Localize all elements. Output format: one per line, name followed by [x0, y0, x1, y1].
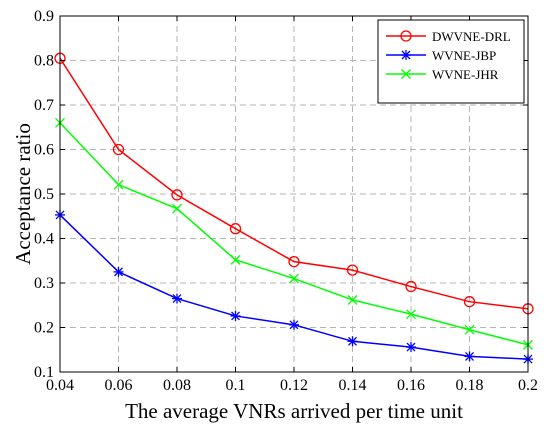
data-point-dwvne-drl [229, 223, 242, 235]
legend-entry-dwvne-drl: DWVNE-DRL [386, 29, 511, 44]
data-point-dwvne-drl [112, 143, 125, 156]
data-point-wvne-jhr-stroke [289, 273, 299, 284]
data-point-wvne-jhr [347, 294, 358, 305]
data-point-wvne-jhr-stroke [406, 309, 416, 320]
data-point-wvne-jhr [406, 309, 416, 320]
data-point-wvne-jhr [172, 203, 182, 214]
data-point-dwvne-drl [171, 189, 183, 201]
data-point-wvne-jbp-stroke [289, 320, 299, 330]
data-point-wvne-jhr [464, 324, 475, 335]
legend-box [377, 19, 525, 104]
data-point-dwvne-drl [288, 255, 300, 268]
legend-marker-wvne-jbp [401, 50, 411, 60]
series-wvne-jhr [55, 117, 533, 350]
y-tick-label: 0.1 [34, 364, 54, 381]
y-tick-label: 0.8 [34, 53, 54, 70]
y-axis-title: Acceptance ratio [11, 123, 35, 265]
data-point-wvne-jhr [113, 179, 124, 190]
legend-label-dwvne-drl: DWVNE-DRL [432, 29, 511, 44]
x-tick-label: 0.18 [456, 377, 484, 394]
legend-marker-wvne-jhr-stroke [401, 69, 411, 79]
axis-ticks: 0.04 0.06 0.08 0.1 0.12 0.14 0.16 0.18 0.2 0.1 0.2… [34, 8, 538, 394]
data-point-wvne-jhr [289, 273, 299, 284]
data-point-wvne-jbp [113, 266, 124, 277]
data-point-wvne-jbp [347, 336, 358, 347]
y-tick-label: 0.2 [34, 320, 54, 337]
legend-label-wvne-jhr: WVNE-JHR [432, 67, 499, 82]
data-point-wvne-jbp-stroke [231, 311, 240, 321]
x-tick-label: 0.14 [339, 377, 367, 394]
data-point-wvne-jhr-stroke [464, 324, 475, 335]
x-tick-label: 0.2 [518, 377, 538, 394]
data-point-wvne-jbp-stroke [114, 267, 123, 277]
y-tick-label: 0.5 [34, 186, 54, 203]
data-point-wvne-jhr [230, 254, 241, 265]
x-tick-label: 0.1 [226, 377, 246, 394]
data-point-dwvne-drl [405, 280, 417, 293]
data-point-wvne-jbp [172, 293, 182, 304]
data-point-wvne-jbp-stroke [465, 351, 474, 361]
data-point-wvne-jbp-stroke [172, 294, 182, 304]
data-point-wvne-jbp [464, 351, 475, 362]
legend-entry-wvne-jhr: WVNE-JHR [386, 67, 499, 82]
data-point-wvne-jbp-stroke [348, 336, 357, 346]
x-tick-label: 0.16 [397, 377, 425, 394]
y-tick-label: 0.7 [34, 97, 54, 114]
data-point-wvne-jbp [230, 310, 241, 321]
data-point-wvne-jbp [406, 342, 416, 353]
data-point-wvne-jbp [289, 319, 299, 330]
legend-marker-wvne-jbp-stroke [401, 50, 411, 60]
x-axis-title: The average VNRs arrived per time unit [125, 399, 463, 423]
y-tick-label: 0.4 [34, 231, 54, 248]
data-point-wvne-jhr-stroke [347, 294, 358, 305]
x-tick-label: 0.06 [105, 377, 133, 394]
x-tick-label: 0.12 [280, 377, 308, 394]
x-tick-label: 0.04 [46, 377, 74, 394]
y-tick-label: 0.9 [34, 8, 54, 25]
data-point-wvne-jhr-stroke [230, 254, 241, 265]
data-point-wvne-jbp-stroke [406, 342, 416, 352]
legend-marker-dwvne-drl [400, 30, 412, 42]
legend: DWVNE-DRL WVNE-JBP WVNE-JHR [377, 19, 525, 104]
y-tick-label: 0.3 [34, 275, 54, 292]
series-line-dwvne-drl [59, 57, 529, 310]
y-tick-label: 0.6 [34, 142, 54, 159]
legend-marker-wvne-jhr [401, 69, 411, 79]
data-point-dwvne-drl [463, 296, 476, 308]
legend-entry-wvne-jbp: WVNE-JBP [386, 48, 496, 63]
data-point-wvne-jhr-stroke [113, 179, 124, 190]
data-point-wvne-jhr-stroke [172, 203, 182, 214]
x-tick-label: 0.08 [163, 377, 191, 394]
legend-label-wvne-jbp: WVNE-JBP [432, 48, 496, 63]
data-point-dwvne-drl [346, 264, 359, 276]
